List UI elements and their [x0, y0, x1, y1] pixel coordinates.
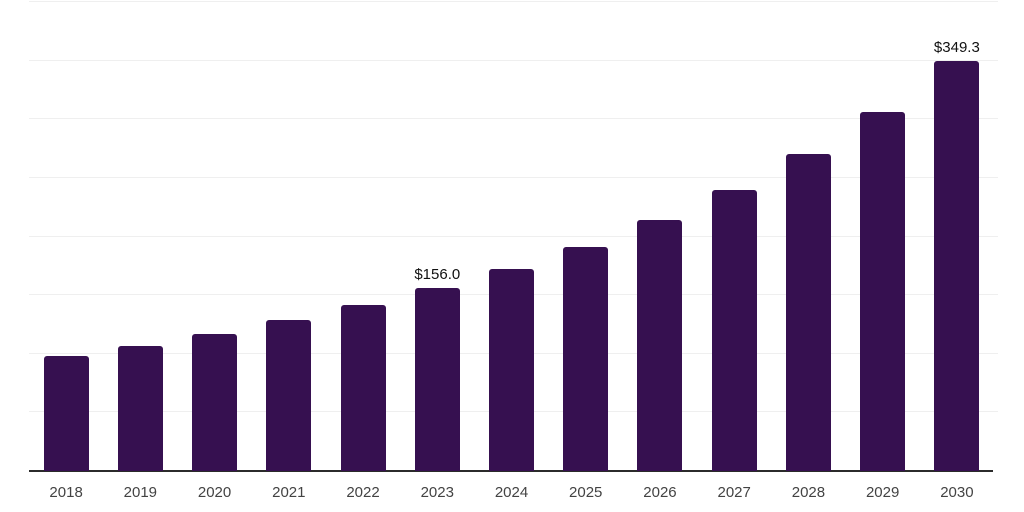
x-tick-label-2030: 2030: [940, 484, 974, 501]
x-tick-label-2023: 2023: [420, 484, 454, 501]
bar-2021: [266, 319, 312, 471]
x-tick-label-2028: 2028: [791, 484, 826, 501]
bar-2020: [192, 333, 238, 471]
bar-2025: [563, 247, 609, 471]
gridline-200: [29, 235, 998, 237]
x-tick-label-2025: 2025: [569, 484, 603, 501]
gridline-400: [29, 1, 998, 2]
bar-2028: [785, 153, 831, 471]
x-tick-label-2027: 2027: [717, 484, 751, 501]
bar-2029: [860, 112, 906, 471]
x-tick-label-2018: 2018: [49, 484, 83, 501]
x-tick-label-2026: 2026: [643, 484, 677, 501]
x-tick-label-2020: 2020: [197, 484, 232, 501]
bar-2026: [637, 220, 683, 471]
bar-value-label-2030: $349.3: [933, 39, 980, 57]
x-tick-label-2021: 2021: [272, 484, 306, 501]
bar-2023: [414, 288, 460, 471]
gridline-350: [29, 59, 998, 61]
x-tick-label-2024: 2024: [494, 484, 529, 501]
bar-2018: [43, 356, 89, 471]
x-tick-label-2029: 2029: [865, 484, 900, 501]
bar-2022: [340, 304, 386, 471]
bar-2024: [489, 269, 534, 471]
x-tick-label-2022: 2022: [346, 484, 380, 501]
x-tick-label-2019: 2019: [123, 484, 158, 501]
bar-value-label-2023: $156.0: [414, 266, 461, 284]
plot-area: $156.0 $349.3: [29, 1, 998, 472]
x-axis-line: [29, 470, 993, 472]
gridline-250: [29, 176, 998, 178]
gridline-300: [29, 118, 998, 120]
bar-2019: [117, 346, 163, 471]
bar-2027: [711, 190, 757, 471]
bar-2030: [934, 61, 980, 471]
